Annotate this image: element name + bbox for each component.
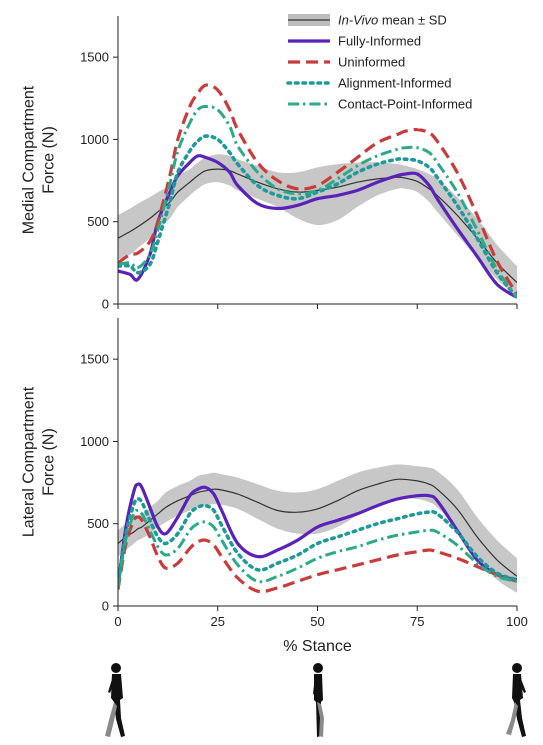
x-axis: % Stance xyxy=(283,638,352,655)
legend-label: In-Vivo mean ± SD xyxy=(338,13,447,28)
mid-stance-silhouette-icon xyxy=(303,662,333,740)
series-line-fully xyxy=(118,482,517,587)
legend-item-fully: Fully-Informed xyxy=(288,34,421,49)
series-line-contact xyxy=(118,104,517,299)
y-tick-label: 1500 xyxy=(80,50,109,65)
y-tick-label: 1000 xyxy=(80,132,109,147)
legend-item-contact: Contact-Point-Informed xyxy=(288,97,472,112)
legend-label: Uninformed xyxy=(338,55,405,70)
legend-label: Contact-Point-Informed xyxy=(338,97,472,112)
series-line-fully xyxy=(118,154,517,299)
y-axis-title-line2: Force (N) xyxy=(41,126,58,194)
legend-item-invivo: In-Vivo mean ± SD xyxy=(288,13,447,28)
x-tick-label: 100 xyxy=(506,614,528,629)
x-axis-title: % Stance xyxy=(283,638,352,655)
medial-panel: 0 500 1000 1500 Medial Compartment Force (N) xyxy=(21,16,518,312)
x-tick-label: 75 xyxy=(410,614,424,629)
legend-label-italic: In-Vivo xyxy=(338,13,378,28)
x-tick-label: 0 xyxy=(114,614,121,629)
y-tick-label: 500 xyxy=(87,214,109,229)
y-tick-label: 1000 xyxy=(80,434,109,449)
y-axis-title: Medial Compartment Force (N) xyxy=(21,85,58,234)
y-tick-label: 1500 xyxy=(80,352,109,367)
toe-off-silhouette-icon xyxy=(502,662,532,740)
y-tick-label: 500 xyxy=(87,516,109,531)
series-line-uninformed xyxy=(118,515,517,594)
legend: In-Vivo mean ± SD Fully-Informed Uninforme… xyxy=(286,13,472,112)
heel-strike-silhouette-icon xyxy=(103,662,133,740)
y-axis-title-line1: Medial Compartment xyxy=(21,85,38,234)
legend-item-uninformed: Uninformed xyxy=(288,55,405,70)
series-line-alignment xyxy=(118,497,517,587)
lateral-panel: 0 500 1000 1500 0 25 50 75 100 Lateral Compartmen… xyxy=(21,318,528,629)
y-axis-title: Lateral Compartment Force (N) xyxy=(21,386,58,537)
legend-label: Fully-Informed xyxy=(338,34,421,49)
y-tick-label: 0 xyxy=(102,599,109,614)
y-axis-title-line1: Lateral Compartment xyxy=(21,386,38,537)
series-line-uninformed xyxy=(118,83,517,295)
series-line-contact xyxy=(118,508,517,589)
legend-label: Alignment-Informed xyxy=(338,76,451,91)
x-tick-label: 25 xyxy=(211,614,225,629)
series-line-alignment xyxy=(118,134,517,300)
x-tick-label: 50 xyxy=(310,614,324,629)
legend-item-alignment: Alignment-Informed xyxy=(286,76,451,91)
y-axis-title-line2: Force (N) xyxy=(41,428,58,496)
invivo-sd-band xyxy=(118,154,517,298)
y-tick-label: 0 xyxy=(102,297,109,312)
legend-label-rest: mean ± SD xyxy=(378,13,447,28)
